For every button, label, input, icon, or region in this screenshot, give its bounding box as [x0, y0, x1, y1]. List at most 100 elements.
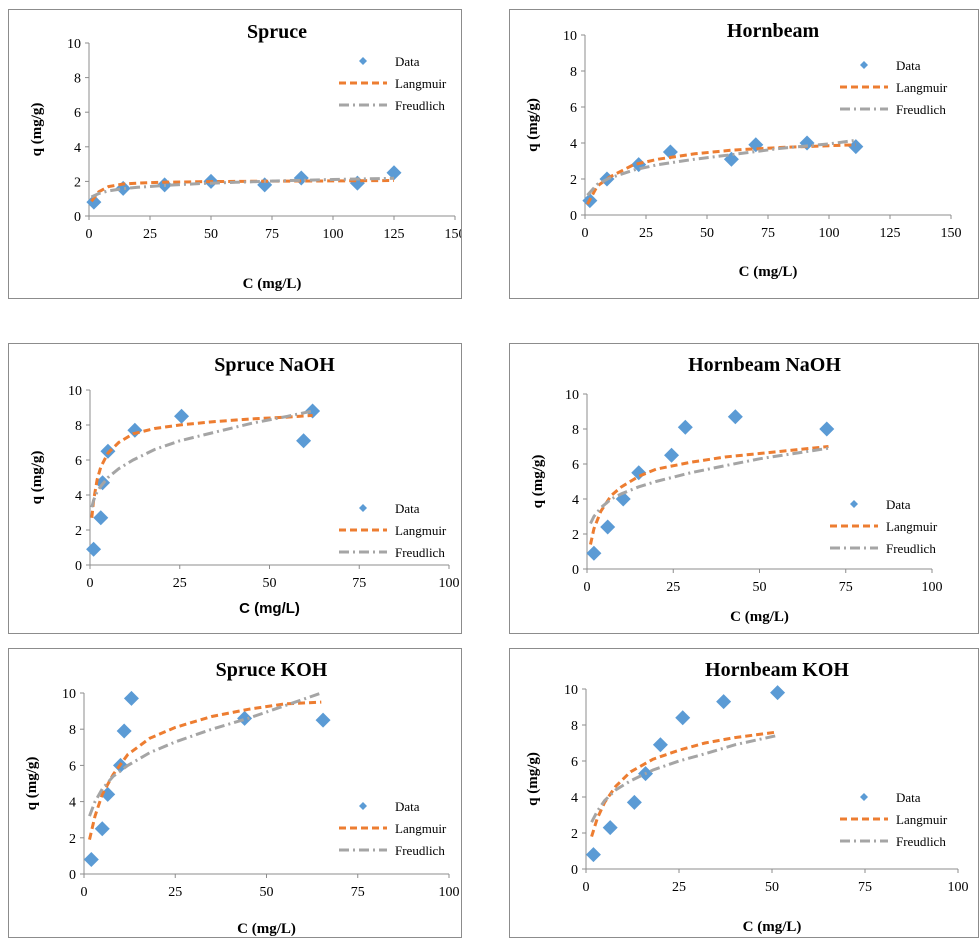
legend-marker-data [860, 793, 868, 801]
legend-entry-label: Data [896, 58, 921, 73]
legend-entry-label: Data [886, 497, 911, 512]
x-axis-label: C (mg/L) [237, 921, 296, 937]
data-point-marker [386, 165, 402, 181]
legend-entry-label: Freudlich [395, 843, 445, 858]
legend-entry-label: Data [395, 54, 420, 69]
y-axis-label: q (mg/g) [525, 752, 541, 806]
x-tick-label: 25 [168, 885, 182, 900]
y-tick-label: 0 [571, 863, 578, 878]
x-tick-label: 0 [87, 576, 94, 591]
y-axis-label: q (mg/g) [29, 103, 45, 157]
data-point-marker [123, 690, 139, 706]
legend-entry-label: Langmuir [896, 80, 948, 95]
data-point-marker [174, 408, 190, 424]
legend-entry-label: Langmuir [395, 523, 447, 538]
freudlich-fit-line [586, 138, 856, 197]
data-point-marker [257, 177, 273, 193]
chart-legend: Data Langmuir Freudlich [339, 54, 447, 113]
y-axis-label: q (mg/g) [24, 757, 40, 811]
data-point-marker [293, 170, 309, 186]
y-tick-label: 4 [74, 141, 81, 156]
x-tick-label: 150 [445, 227, 463, 242]
data-point-marker [677, 419, 693, 435]
chart-legend: Data Langmuir Freudlich [830, 497, 938, 556]
x-tick-label: 75 [351, 885, 365, 900]
x-tick-label: 50 [765, 880, 779, 895]
y-tick-label: 2 [74, 175, 81, 190]
data-point-marker [586, 545, 602, 561]
data-point-marker [86, 194, 102, 210]
x-tick-label: 25 [143, 227, 157, 242]
y-tick-label: 8 [572, 423, 579, 438]
x-tick-label: 100 [439, 885, 460, 900]
x-tick-label: 0 [86, 227, 93, 242]
x-tick-label: 25 [672, 880, 686, 895]
x-tick-label: 25 [666, 580, 680, 595]
x-tick-label: 50 [700, 226, 714, 241]
x-axis-label: C (mg/L) [739, 264, 798, 280]
data-point-marker [602, 820, 618, 836]
chart-title: Hornbeam NaOH [688, 354, 841, 376]
legend-entry-label: Data [896, 790, 921, 805]
legend-marker-data [860, 61, 868, 69]
chart-panel-spruce-naoh: Spruce NaOH 0 2 4 6 8 10 0 25 50 75 100 C (mg/L) q (m… [8, 343, 462, 634]
y-tick-label: 8 [74, 72, 81, 87]
legend-entry-label: Data [395, 501, 420, 516]
freudlich-fit-line [88, 691, 322, 817]
x-tick-label: 75 [858, 880, 872, 895]
y-tick-label: 6 [75, 454, 82, 469]
legend-marker-data [359, 802, 367, 810]
chart-legend: Data Langmuir Freudlich [339, 799, 447, 858]
data-point-marker [727, 409, 743, 425]
x-tick-label: 150 [941, 226, 962, 241]
data-point-marker [127, 422, 143, 438]
x-tick-label: 0 [81, 885, 88, 900]
y-tick-label: 10 [563, 29, 577, 44]
y-tick-label: 10 [68, 384, 82, 399]
data-point-marker [770, 685, 786, 701]
chart-panel-hornbeam: Hornbeam 0 2 4 6 8 10 0 25 50 75 100 125 150 C (mg/L) q… [509, 9, 979, 299]
y-tick-label: 0 [75, 559, 82, 574]
chart-panel-spruce: Spruce02468100255075100125150C (mg/L)q (… [8, 9, 462, 299]
x-tick-label: 75 [352, 576, 366, 591]
data-point-marker [664, 447, 680, 463]
x-tick-label: 75 [761, 226, 775, 241]
legend-entry-label: Langmuir [886, 519, 938, 534]
y-tick-label: 6 [74, 106, 81, 121]
legend-entry-label: Langmuir [896, 812, 948, 827]
y-tick-label: 10 [67, 37, 81, 52]
legend-marker-data [359, 57, 367, 65]
freudlich-fit-line [90, 409, 313, 508]
x-axis-label: C (mg/L) [243, 276, 302, 292]
chart-title: Spruce [247, 21, 307, 43]
x-tick-label: 125 [384, 227, 405, 242]
y-tick-label: 2 [69, 832, 76, 847]
data-point-marker [626, 794, 642, 810]
y-tick-label: 10 [564, 683, 578, 698]
chart-legend: Data Langmuir Freudlich [840, 790, 948, 849]
langmuir-fit-line [90, 179, 395, 203]
y-tick-label: 0 [74, 210, 81, 225]
legend-entry-label: Freudlich [896, 102, 946, 117]
langmuir-fit-line [90, 413, 313, 518]
y-tick-label: 2 [570, 173, 577, 188]
data-point-marker [799, 135, 815, 151]
y-tick-label: 6 [570, 101, 577, 116]
y-tick-label: 6 [69, 759, 76, 774]
y-tick-label: 4 [75, 489, 82, 504]
x-tick-label: 50 [204, 227, 218, 242]
legend-entry-label: Freudlich [395, 98, 445, 113]
chart-title: Spruce KOH [216, 659, 328, 681]
legend-entry-label: Freudlich [896, 834, 946, 849]
chart-title: Spruce NaOH [214, 354, 335, 376]
chart-title: Hornbeam KOH [705, 659, 849, 681]
legend-entry-label: Data [395, 799, 420, 814]
x-tick-label: 0 [583, 880, 590, 895]
data-point-marker [116, 723, 132, 739]
chart-svg: Spruce02468100255075100125150C (mg/L)q (… [29, 21, 463, 292]
data-point-marker [83, 852, 99, 868]
y-tick-label: 4 [571, 791, 578, 806]
y-tick-label: 8 [75, 419, 82, 434]
y-tick-label: 2 [75, 524, 82, 539]
